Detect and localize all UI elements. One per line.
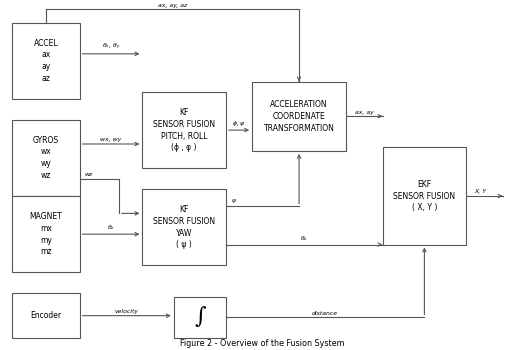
FancyBboxPatch shape	[12, 293, 80, 338]
Text: wz: wz	[85, 172, 93, 177]
FancyBboxPatch shape	[142, 189, 226, 265]
Text: Figure 2 - Overview of the Fusion System: Figure 2 - Overview of the Fusion System	[180, 339, 345, 348]
Text: EKF
SENSOR FUSION
( X, Y ): EKF SENSOR FUSION ( X, Y )	[393, 180, 456, 212]
FancyBboxPatch shape	[142, 92, 226, 168]
FancyBboxPatch shape	[252, 82, 346, 151]
FancyBboxPatch shape	[383, 147, 466, 245]
Text: ACCELERATION
COORDENATE
TRANSFORMATION: ACCELERATION COORDENATE TRANSFORMATION	[264, 100, 334, 133]
Text: $\theta_x$, $\theta_y$: $\theta_x$, $\theta_y$	[102, 42, 120, 52]
Text: KF
SENSOR FUSION
YAW
( ψ ): KF SENSOR FUSION YAW ( ψ )	[153, 205, 215, 250]
Text: wx, wy: wx, wy	[100, 137, 122, 142]
FancyBboxPatch shape	[12, 196, 80, 272]
Text: X, Y: X, Y	[474, 189, 486, 194]
Text: $\theta_z$: $\theta_z$	[300, 234, 308, 243]
Text: GYROS
wx
wy
wz: GYROS wx wy wz	[33, 136, 59, 180]
Text: ax, ay: ax, ay	[355, 110, 374, 114]
Text: ax, ay, az: ax, ay, az	[158, 3, 187, 8]
FancyBboxPatch shape	[12, 120, 80, 196]
Text: ∫: ∫	[194, 306, 206, 328]
Text: ACCEL
ax
ay
az: ACCEL ax ay az	[34, 38, 58, 83]
FancyBboxPatch shape	[12, 23, 80, 99]
FancyBboxPatch shape	[174, 296, 226, 338]
Text: MAGNET
mx
my
mz: MAGNET mx my mz	[29, 212, 62, 256]
Text: $\phi$, $\varphi$: $\phi$, $\varphi$	[232, 119, 246, 128]
Text: Encoder: Encoder	[30, 311, 61, 320]
Text: velocity: velocity	[115, 309, 139, 314]
Text: $\psi$: $\psi$	[231, 197, 237, 205]
Text: $\theta_z$: $\theta_z$	[107, 224, 115, 232]
Text: KF
SENSOR FUSION
PITCH, ROLL
(ϕ , φ ): KF SENSOR FUSION PITCH, ROLL (ϕ , φ )	[153, 108, 215, 152]
Text: distance: distance	[312, 311, 338, 316]
